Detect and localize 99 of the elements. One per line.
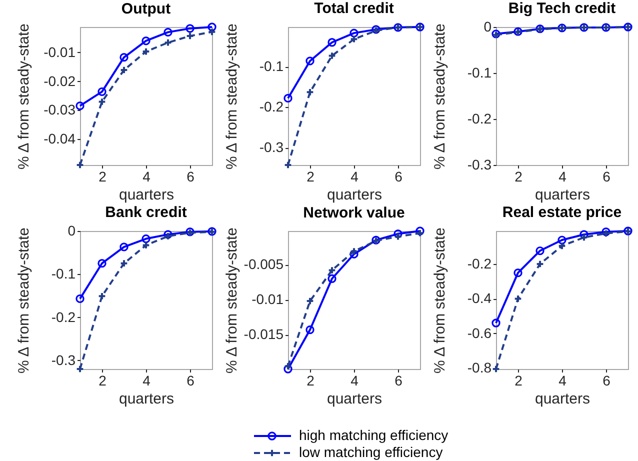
legend-label: high matching efficiency (299, 427, 448, 443)
point (514, 268, 522, 278)
x-axis-title: quarters (118, 186, 174, 204)
x-axis-title: quarters (326, 186, 382, 204)
chart-title: Network value (303, 204, 405, 222)
x-tick-label: 4 (142, 372, 151, 388)
y-tick-label: -0.01 (44, 44, 76, 60)
x-tick-label: 2 (514, 372, 523, 388)
x-tick-label: 6 (186, 168, 195, 184)
x-tick-label: 2 (306, 372, 315, 388)
point (120, 66, 128, 74)
y-tick-label: -0.1 (467, 64, 492, 80)
y-tick-label: -0.1 (259, 58, 284, 74)
point (328, 266, 336, 274)
x-tick-label: 4 (558, 168, 567, 184)
point (514, 294, 522, 303)
point (120, 242, 128, 252)
y-axis-title: % Δ from steady-state (224, 228, 240, 374)
point (350, 250, 358, 258)
point (306, 296, 314, 306)
x-tick-label: 2 (306, 168, 315, 184)
x-tick-label: 4 (558, 372, 567, 388)
y-tick-label: -0.3 (467, 156, 492, 172)
y-tick-label: 0 (484, 18, 492, 34)
y-tick-label: -0.2 (467, 255, 492, 272)
point (558, 242, 566, 250)
point (186, 24, 194, 33)
y-axis-title: % Δ from steady-state (224, 24, 240, 170)
y-tick-label: 0 (68, 222, 76, 238)
point (306, 325, 314, 334)
point (350, 247, 358, 256)
point (328, 38, 336, 47)
point (536, 246, 544, 256)
y-tick-label: -0.02 (44, 72, 76, 89)
x-tick-label: 2 (98, 168, 107, 184)
y-tick-label: -0.3 (51, 352, 76, 368)
x-tick-label: 6 (394, 168, 403, 184)
x-tick-label: 4 (350, 168, 359, 184)
y-tick-label: -0.03 (44, 102, 76, 118)
point (76, 364, 84, 374)
point (142, 36, 150, 46)
x-axis-title: quarters (326, 390, 382, 408)
x-tick-label: 6 (394, 372, 403, 388)
point (328, 274, 336, 283)
y-tick-label: -0.01 (252, 291, 284, 308)
y-tick-label: -0.1 (51, 266, 76, 282)
y-axis-title: % Δ from steady-state (16, 228, 32, 374)
point (328, 52, 336, 60)
y-axis-title: % Δ from steady-state (432, 228, 448, 374)
x-axis-title: quarters (118, 390, 174, 408)
point (98, 87, 106, 96)
y-tick-label: -0.2 (51, 308, 76, 325)
x-tick-label: 2 (98, 372, 107, 388)
y-tick-label: -0.6 (467, 324, 492, 341)
point (142, 241, 150, 250)
x-tick-label: 4 (142, 168, 151, 184)
y-tick-label: -0.04 (44, 130, 76, 147)
y-tick-label: -0.005 (244, 256, 284, 272)
point (306, 56, 314, 66)
x-tick-label: 4 (350, 372, 359, 388)
point (164, 28, 172, 37)
point (350, 28, 358, 38)
point (120, 52, 128, 62)
y-tick-label: -0.4 (467, 290, 492, 306)
legend-label: low matching efficiency (299, 444, 443, 460)
y-tick-label: -0.2 (467, 110, 492, 126)
chart-title: Bank credit (105, 204, 187, 221)
chart-title: Total credit (314, 0, 394, 17)
point (492, 364, 500, 374)
x-tick-label: 6 (602, 372, 611, 388)
point (284, 362, 292, 370)
y-tick-label: -0.2 (259, 98, 284, 115)
x-tick-label: 6 (186, 372, 195, 388)
y-axis-title: % Δ from steady-state (16, 24, 32, 170)
chart-title: Real estate price (502, 204, 622, 222)
chart-title: Output (121, 0, 171, 18)
y-tick-label: -0.015 (244, 326, 284, 342)
x-axis-title: quarters (534, 186, 590, 204)
point (558, 236, 566, 244)
point (580, 230, 588, 239)
point (142, 234, 150, 244)
point (98, 259, 106, 268)
x-tick-label: 2 (514, 168, 523, 184)
point (186, 32, 194, 40)
y-tick-label: -0.3 (259, 139, 284, 156)
point (76, 160, 84, 170)
point (164, 38, 172, 47)
point (580, 233, 588, 242)
x-tick-label: 6 (602, 168, 611, 184)
point (284, 160, 292, 170)
y-tick-label: -0.8 (467, 360, 492, 376)
point (208, 28, 216, 36)
point (142, 47, 150, 56)
chart-title: Big Tech credit (508, 0, 616, 17)
point (536, 260, 544, 268)
y-axis-title: % Δ from steady-state (432, 24, 448, 170)
x-axis-title: quarters (534, 390, 590, 408)
point (98, 98, 106, 106)
point (394, 229, 402, 238)
